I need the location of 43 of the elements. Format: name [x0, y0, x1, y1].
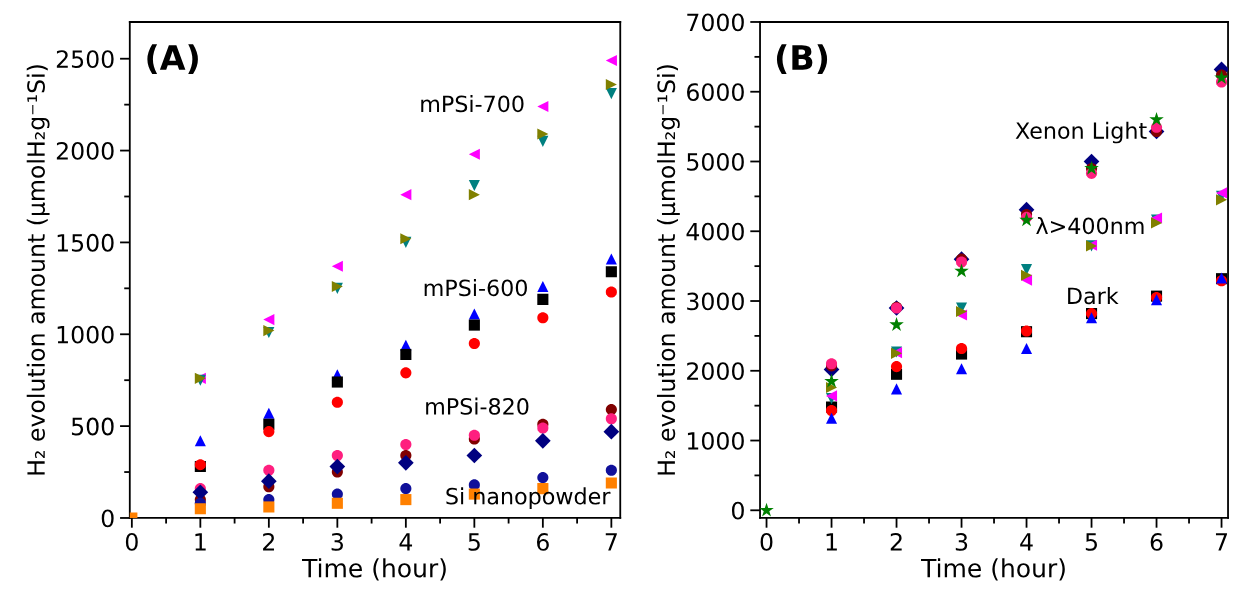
- y-tick-label: 1000: [687, 431, 744, 450]
- x-tick-label: 1: [826, 533, 837, 551]
- y-tick-label: 0: [101, 509, 114, 528]
- x-tick-label: 0: [760, 532, 773, 551]
- x-tick-label: 2: [890, 532, 902, 551]
- y-axis-title: H₂ evolution amount (μmolH₂g⁻¹Si): [26, 65, 50, 475]
- annotation: mPSi-600: [424, 279, 527, 297]
- annotation: Dark: [1068, 286, 1119, 305]
- x-axis-title: Time (hour): [302, 558, 446, 581]
- y-tick-label: 1000: [57, 325, 114, 344]
- y-tick-label: 2000: [687, 362, 744, 381]
- annotation: Xenon Light: [1015, 121, 1147, 144]
- y-tick-label: 5000: [687, 152, 744, 171]
- x-axis-title: Time (hour): [921, 558, 1065, 581]
- x-tick-label: 6: [536, 532, 549, 551]
- y-tick-label: 1500: [57, 233, 114, 252]
- y-tick-label: 0: [731, 501, 744, 520]
- x-tick-label: 2: [263, 532, 274, 551]
- y-axis-title: H₂ evolution amount (μmolH₂g⁻¹Si): [656, 65, 680, 475]
- x-tick-label: 6: [1150, 532, 1163, 551]
- x-tick-label: 3: [955, 532, 968, 551]
- annotation: λ>400nm: [1036, 217, 1144, 235]
- y-tick-label: 6000: [687, 83, 744, 102]
- x-tick-label: 7: [1215, 533, 1228, 551]
- annotation: Si nanopowder: [446, 487, 611, 509]
- x-tick-label: 1: [195, 533, 206, 551]
- y-tick-label: 4000: [686, 222, 744, 241]
- annotation: (A): [147, 44, 198, 75]
- x-tick-label: 5: [1085, 533, 1097, 551]
- y-tick-label: 500: [71, 417, 114, 436]
- y-tick-label: 2000: [56, 142, 114, 160]
- annotation: (B): [776, 44, 828, 75]
- y-tick-label: 2500: [56, 50, 114, 69]
- x-tick-label: 4: [1020, 533, 1033, 551]
- x-tick-label: 5: [468, 533, 480, 551]
- x-tick-label: 3: [331, 532, 343, 551]
- annotation: mPSi-700: [421, 95, 524, 113]
- x-tick-label: 7: [605, 533, 617, 551]
- y-tick-label: 7000: [687, 13, 744, 32]
- x-tick-label: 0: [125, 532, 138, 551]
- annotation: mPSi-820: [426, 397, 529, 415]
- x-tick-label: 4: [399, 533, 413, 551]
- y-tick-label: 3000: [687, 292, 744, 311]
